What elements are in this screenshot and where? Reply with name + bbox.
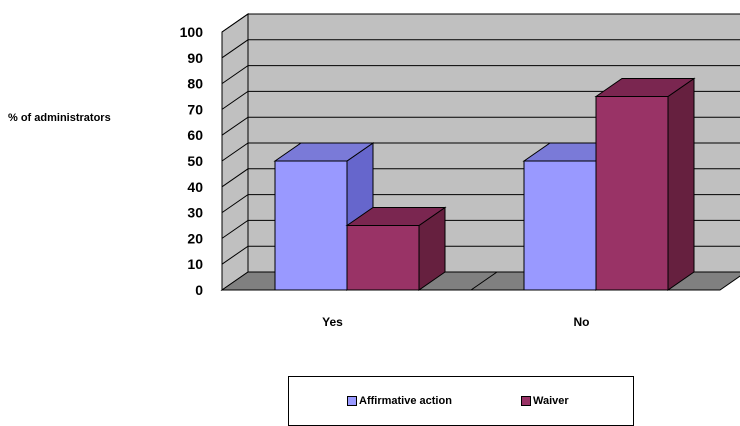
bar-front: [595, 96, 669, 291]
bar-front: [274, 160, 348, 291]
y-tick-label: 60: [187, 127, 203, 143]
y-tick-label: 90: [187, 50, 203, 66]
gridline: [221, 13, 740, 33]
legend-item-affirmative-action: Affirmative action: [347, 395, 452, 407]
floor-divider: [470, 271, 498, 291]
y-tick-label: 100: [180, 24, 204, 40]
legend-label: Waiver: [533, 395, 569, 407]
bar-affirmative-action-yes: [273, 142, 375, 291]
y-tick-label: 20: [187, 230, 203, 246]
legend-label: Affirmative action: [359, 395, 452, 407]
gridline: [221, 116, 740, 136]
y-tick-label: 0: [195, 282, 203, 298]
bar-front: [346, 225, 420, 291]
bar-front: [523, 160, 597, 291]
gridline: [221, 90, 740, 110]
y-axis-ticks: 0 10 20 30 40 50 60 70 80 90 100: [180, 24, 204, 298]
legend-swatch: [347, 396, 357, 406]
gridline: [221, 65, 740, 85]
y-tick-label: 40: [187, 179, 203, 195]
y-tick-label: 30: [187, 205, 203, 221]
bar-waiver-no: [594, 77, 696, 291]
category-label: No: [574, 315, 590, 329]
y-axis-label: % of administrators: [8, 112, 111, 124]
bar-side: [667, 77, 695, 291]
bars: [273, 77, 696, 291]
gridline: [221, 39, 740, 59]
x-axis-categories: Yes No: [322, 315, 589, 329]
y-tick-label: 80: [187, 76, 203, 92]
y-tick-label: 10: [187, 256, 203, 272]
y-tick-label: 50: [187, 153, 203, 169]
category-label: Yes: [322, 315, 343, 329]
y-tick-label: 70: [187, 101, 203, 117]
legend-swatch: [521, 396, 531, 406]
legend: Affirmative action Waiver: [288, 376, 634, 426]
bar-waiver-yes: [345, 206, 447, 291]
legend-item-waiver: Waiver: [521, 395, 569, 407]
